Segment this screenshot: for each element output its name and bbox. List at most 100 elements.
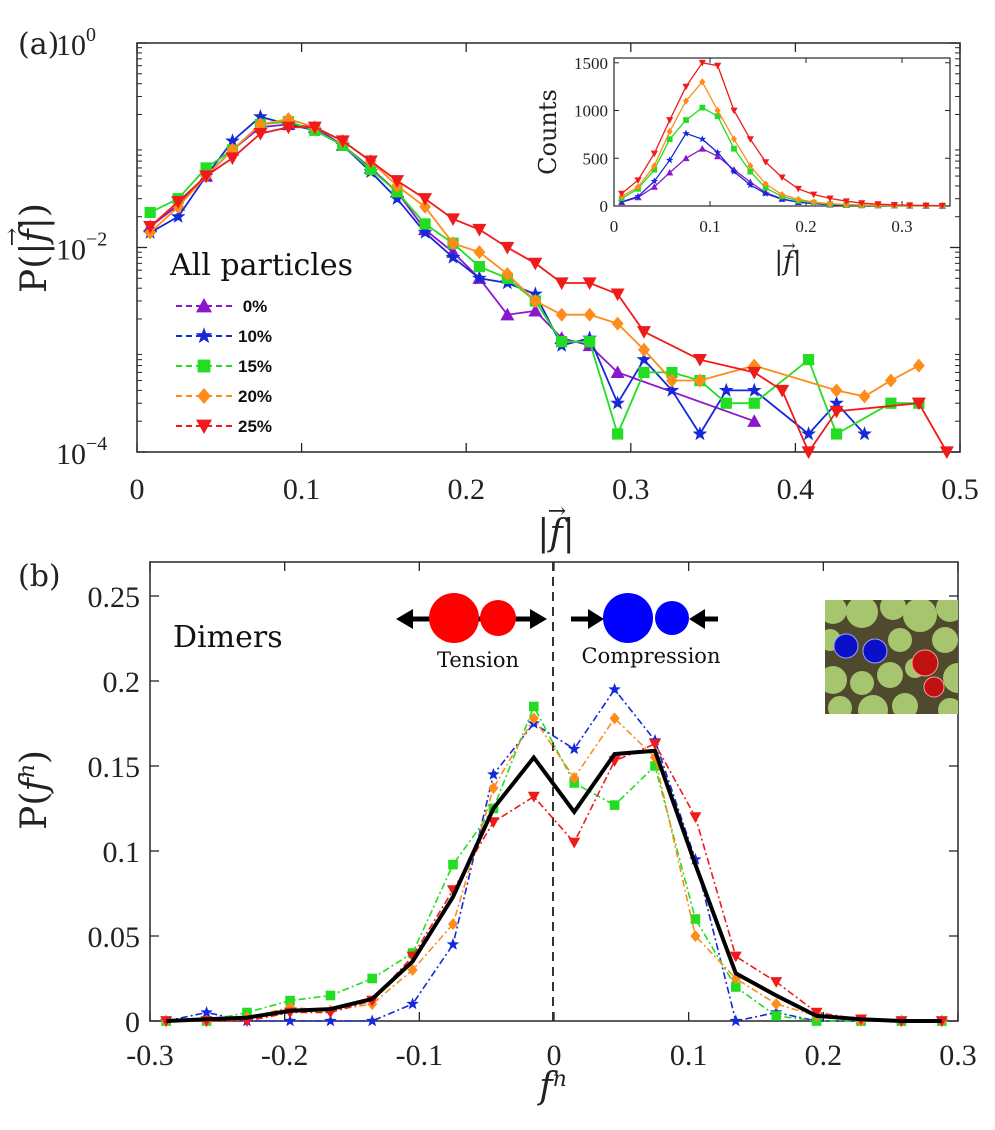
data-point — [555, 307, 568, 322]
data-point — [473, 245, 486, 260]
inset-data-point — [762, 159, 770, 166]
data-point — [664, 382, 680, 397]
tension-label: Tension — [437, 648, 519, 672]
data-point — [253, 109, 268, 123]
panel-b-label: (b) — [18, 559, 61, 594]
panel-b-xlabel: fn — [536, 1066, 567, 1107]
inset-data-point — [650, 177, 659, 185]
inset-data-point — [698, 135, 707, 143]
inset-data-point — [698, 145, 706, 152]
inset-data-point — [698, 59, 706, 67]
data-point — [390, 175, 405, 188]
data-point — [801, 446, 816, 459]
data-point — [857, 426, 872, 441]
data-point — [830, 383, 843, 398]
inset-data-point — [795, 195, 802, 203]
data-point — [283, 1014, 297, 1027]
legend-marker — [196, 419, 212, 434]
inset-data-point — [730, 135, 738, 143]
svg-text:→: → — [0, 228, 25, 246]
ytick-label: 100 — [56, 24, 96, 62]
xtick-label: 0.1 — [283, 473, 321, 506]
data-point — [528, 286, 543, 301]
data-point — [406, 997, 419, 1010]
data-point — [324, 1014, 337, 1027]
small-red-particle — [480, 600, 516, 636]
inset-data-point — [714, 152, 722, 160]
data-point — [690, 914, 701, 924]
data-point — [771, 1011, 781, 1021]
panel-a-ylabel: P(|f|) → — [0, 203, 55, 293]
inset-data-point — [699, 104, 706, 111]
ytick-label: 10−2 — [56, 229, 107, 267]
data-point — [636, 352, 652, 366]
small-blue-particle — [655, 601, 689, 635]
data-point — [649, 739, 661, 750]
data-point — [473, 261, 485, 273]
data-point — [582, 277, 597, 290]
series-mean — [166, 748, 942, 1023]
data-point — [487, 817, 500, 829]
panel-a-inset: 0 0.1 0.2 0.3 0 500 1000 1500 Counts |f| → — [534, 54, 951, 277]
data-point — [488, 782, 499, 795]
legend-marker — [196, 298, 212, 313]
legend-label: 10% — [238, 327, 272, 346]
dimers-annotation: Dimers — [173, 620, 283, 655]
inset-data-point — [761, 189, 770, 197]
data-point — [770, 977, 783, 988]
series-25pct — [143, 121, 954, 459]
xtick-label: 0.3 — [939, 1039, 977, 1072]
data-point — [912, 358, 925, 373]
panel-b-ytick-labels: 0 0.05 0.1 0.15 0.2 0.25 — [88, 581, 141, 1039]
data-point — [748, 397, 760, 409]
data-point — [528, 303, 543, 317]
data-point — [528, 712, 539, 725]
inset-data-point — [747, 168, 754, 175]
ytick-label: 0 — [125, 1006, 140, 1039]
data-point — [569, 771, 580, 784]
legend-label: 15% — [238, 357, 272, 376]
inset-xtick-label: 0.1 — [699, 217, 720, 236]
xtick-label: 0.2 — [805, 1039, 843, 1072]
inset-xtick-label: 0.2 — [795, 217, 816, 236]
data-point — [638, 366, 650, 379]
inset-data-point — [634, 183, 642, 191]
inset-data-point — [666, 136, 673, 143]
panel-b-xtick-labels: -0.3 -0.2 -0.1 0 0.1 0.2 0.3 — [126, 1039, 977, 1072]
panel-a-xtick-labels: 0 0.1 0.2 0.3 0.4 0.5 — [130, 473, 979, 506]
data-point — [144, 206, 156, 219]
inset-series-25pct — [618, 59, 946, 210]
data-point — [419, 218, 431, 230]
inset-data-point — [730, 167, 738, 175]
xtick-label: 0.2 — [447, 473, 485, 506]
data-point — [729, 951, 742, 963]
data-point — [609, 800, 620, 810]
large-blue-particle — [603, 593, 653, 643]
data-point — [447, 918, 459, 931]
legend-label: 20% — [238, 387, 272, 406]
legend-marker — [197, 388, 211, 404]
panel-b-ylabel: P(fn) — [14, 750, 55, 830]
data-point — [690, 930, 701, 942]
inset-data-point — [874, 201, 882, 208]
arrow-left-icon — [689, 609, 705, 629]
inset-xtick-label: 0 — [610, 217, 619, 236]
data-point — [307, 121, 322, 135]
inset-data-point — [747, 162, 754, 170]
data-point — [447, 236, 459, 251]
data-point — [472, 223, 487, 237]
data-point — [611, 316, 624, 331]
data-point — [556, 336, 568, 348]
data-point — [567, 742, 581, 755]
data-point — [225, 133, 240, 148]
legend-label: 0% — [238, 297, 267, 316]
panel-b: (b) 0 0.05 0.1 0.15 0.2 0.25 -0.3 -0.2 -0.1 0 0.1… — [14, 559, 977, 1107]
data-point — [610, 395, 625, 410]
data-point — [254, 117, 267, 132]
data-point — [446, 937, 460, 950]
legend-title: All particles — [169, 248, 353, 283]
data-point — [638, 342, 650, 357]
data-point — [446, 213, 461, 226]
data-point — [610, 288, 625, 302]
inset-data-point — [826, 200, 834, 208]
